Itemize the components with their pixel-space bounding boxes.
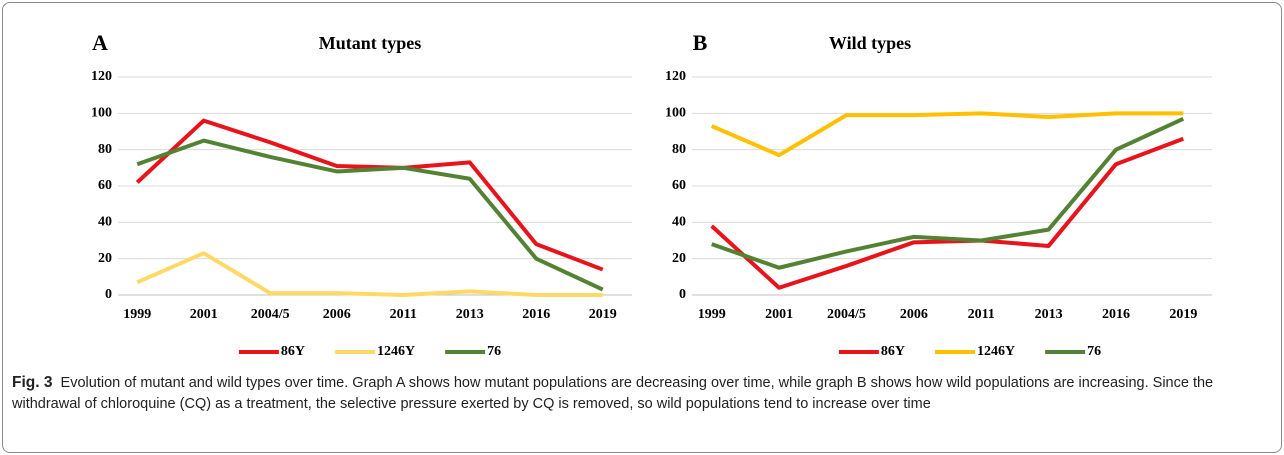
caption-text: Evolution of mutant and wild types over … [12,375,1214,412]
legend-label: 1246Y [377,344,415,359]
y-tick-label: 120 [91,69,112,84]
y-tick-label: 0 [679,287,686,302]
y-tick-label: 20 [672,251,686,266]
line-series [136,138,604,292]
line-series [710,136,1185,290]
y-tick-label: 0 [105,287,112,302]
x-tick-label: 2013 [1035,307,1063,322]
legend-label: 86Y [881,344,905,359]
x-tick-label: 2004/5 [827,307,866,322]
y-tick-label: 100 [91,106,112,121]
x-tick-label: 2013 [456,307,484,322]
legend-label: 76 [1087,344,1101,359]
legend-label: 76 [487,344,501,359]
caption-label: Fig. 3 [12,374,53,391]
x-tick-label: 2019 [1169,307,1197,322]
y-tick-label: 40 [672,215,686,230]
x-tick-label: 1999 [698,307,726,322]
y-tick-label: 100 [665,106,686,121]
legend-label: 86Y [281,344,305,359]
panel-letter: A [92,30,108,55]
line-series [710,111,1184,158]
line-series [711,116,1185,270]
x-tick-label: 2001 [190,307,218,322]
line-series [135,118,604,272]
x-tick-label: 2001 [765,307,793,322]
y-tick-label: 60 [98,178,112,193]
x-tick-label: 2006 [900,307,928,322]
y-tick-label: 60 [672,178,686,193]
x-tick-label: 2019 [589,307,617,322]
caption: Fig. 3 Evolution of mutant and wild type… [12,372,1267,415]
x-tick-label: 2011 [390,307,417,322]
legend-label: 1246Y [977,344,1015,359]
y-tick-label: 40 [98,215,112,230]
y-tick-label: 20 [98,251,112,266]
chart-title: Wild types [829,33,911,53]
x-tick-label: 1999 [123,307,151,322]
y-tick-label: 80 [672,142,686,157]
line-series [136,251,603,297]
x-tick-label: 2004/5 [251,307,290,322]
x-tick-label: 2016 [522,307,550,322]
chart-title: Mutant types [319,33,422,53]
y-tick-label: 80 [98,142,112,157]
x-tick-label: 2011 [968,307,995,322]
panel-letter: B [693,30,708,55]
x-tick-label: 2016 [1102,307,1130,322]
y-tick-label: 120 [665,69,686,84]
x-tick-label: 2006 [323,307,351,322]
